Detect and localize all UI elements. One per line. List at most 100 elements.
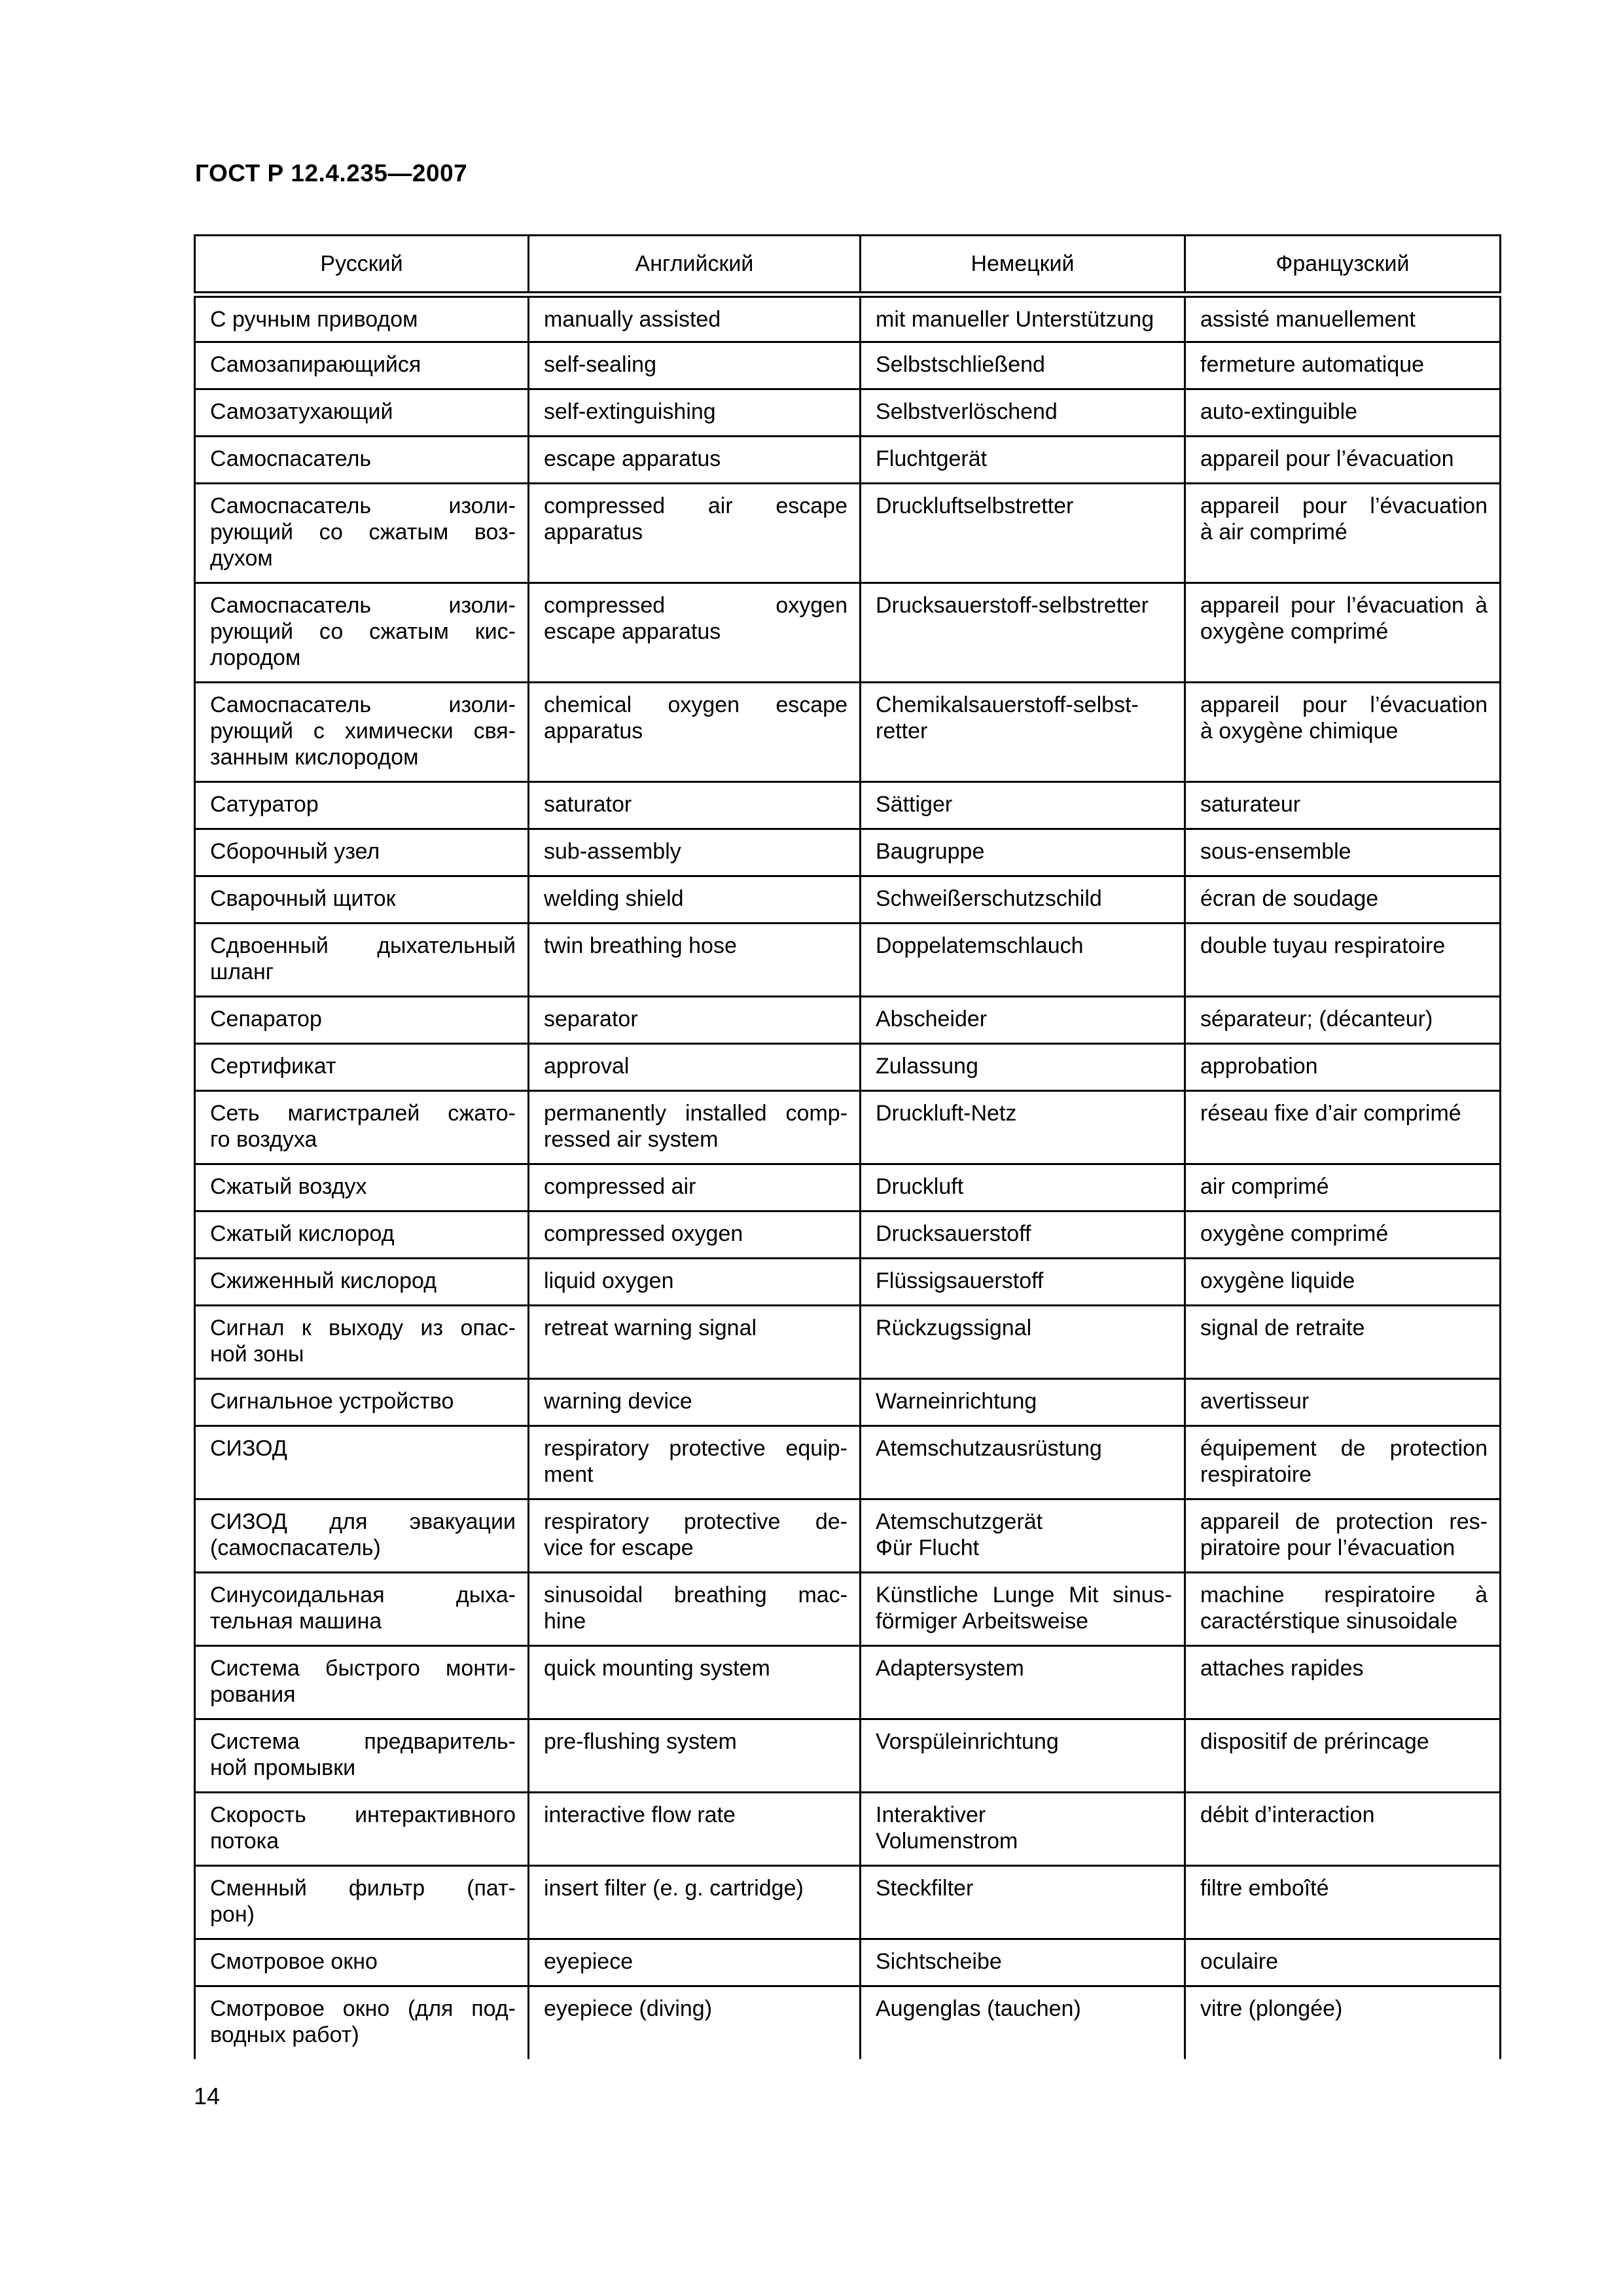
term-line: Сертификат	[210, 1053, 336, 1079]
term-french: air comprimé	[1184, 1162, 1501, 1212]
term-line: Drucksauerstoff-selbstretter	[876, 592, 1149, 618]
term-line: écran de soudage	[1200, 886, 1379, 911]
term-german: Drucksauerstoff	[859, 1210, 1186, 1259]
term-line: eyepiece	[544, 1948, 633, 1974]
term-german: Augenglas (tauchen)	[859, 1984, 1186, 2059]
term-line: Фür Flucht	[876, 1535, 980, 1560]
term-english: compressed air escape apparatus	[527, 482, 861, 584]
term-line: mit manueller Unterstützung	[876, 307, 1154, 332]
term-line: Adaptersystem	[876, 1655, 1024, 1681]
term-line: respiratoire	[1200, 1462, 1312, 1487]
term-line: Самоспасатель изоли-	[210, 692, 516, 717]
term-line: débit d’interaction	[1200, 1802, 1375, 1827]
term-line: Сжатый воздух	[210, 1174, 367, 1199]
term-russian: Система предваритель-ной промывки	[194, 1717, 529, 1793]
term-english: saturator	[527, 780, 861, 830]
table-row: Сменный фильтр (пат-рон) insert filter (e…	[194, 1864, 1501, 1940]
term-french: réseau fixe d’air comprimé	[1184, 1089, 1501, 1165]
term-line: Doppelatemschlauch	[876, 933, 1084, 958]
term-line: vice for escape	[544, 1535, 694, 1560]
term-english: eyepiece (diving)	[527, 1984, 861, 2059]
term-line: appareil pour l’évacuation	[1200, 493, 1488, 518]
term-line: Сдвоенный дыхательный	[210, 933, 516, 958]
term-english: welding shield	[527, 874, 861, 924]
term-russian: Система быстрого монти-рования	[194, 1644, 529, 1720]
term-line: СИЗОД для эвакуации	[210, 1509, 516, 1534]
term-english: chemical oxygen escape apparatus	[527, 681, 861, 783]
term-line: respiratory protective de-	[544, 1509, 847, 1534]
term-german: Steckfilter	[859, 1864, 1186, 1940]
term-english: compressed oxygen	[527, 1210, 861, 1259]
term-english: compressed oxygen escape apparatus	[527, 581, 861, 683]
table-body: С ручным приводом manually assisted mit ma…	[194, 293, 1501, 2059]
term-line: permanently installed comp-	[544, 1100, 847, 1126]
term-russian: Сатуратор	[194, 780, 529, 830]
term-line: insert filter (e. g. cartridge)	[544, 1875, 804, 1901]
term-line: рон)	[210, 1901, 255, 1927]
term-line: réseau fixe d’air comprimé	[1200, 1100, 1461, 1126]
table-row: Сжиженный кислород liquid oxygen Flüssigsa…	[194, 1257, 1501, 1306]
term-line: ной зоны	[210, 1341, 304, 1367]
table-header-row: Русский Английский Немецкий Французский	[194, 234, 1501, 298]
term-line: (самоспасатель)	[210, 1535, 381, 1560]
term-german: Künstliche Lunge Mit sinus-förmiger Arbe…	[859, 1571, 1186, 1647]
table-row: Самоспасатель изоли-рующий со сжатым кис…	[194, 581, 1501, 683]
term-english: sinusoidal breathing mac-hine	[527, 1571, 861, 1647]
term-line: ment	[544, 1462, 594, 1487]
term-line: respiratory protective equip-	[544, 1435, 847, 1461]
term-german: Sichtscheibe	[859, 1937, 1186, 1987]
term-line: retreat warning signal	[544, 1315, 757, 1340]
term-line: assisté manuellement	[1200, 307, 1416, 332]
term-line: Система быстрого монти-	[210, 1655, 516, 1681]
term-line: Смотровое окно	[210, 1948, 378, 1974]
term-line: compressed oxygen	[544, 1221, 743, 1246]
term-line: self-sealing	[544, 351, 656, 377]
term-french: attaches rapides	[1184, 1644, 1501, 1720]
term-english: respiratory protective equip-ment	[527, 1424, 861, 1500]
term-russian: Самоспасатель изоли-рующий со сжатым кис…	[194, 581, 529, 683]
term-line: oxygène comprimé	[1200, 1221, 1389, 1246]
term-line: liquid oxygen	[544, 1268, 674, 1293]
term-line: attaches rapides	[1200, 1655, 1364, 1681]
term-french: écran de soudage	[1184, 874, 1501, 924]
term-line: рующий со сжатым воз-	[210, 519, 516, 545]
term-english: separator	[527, 995, 861, 1045]
term-line: équipement de protection	[1200, 1435, 1488, 1461]
table-row: Сдвоенный дыхательный шланг twin breathing…	[194, 922, 1501, 997]
term-french: débit d’interaction	[1184, 1791, 1501, 1867]
term-english: compressed air	[527, 1162, 861, 1212]
term-english: quick mounting system	[527, 1644, 861, 1720]
term-line: водных работ)	[210, 2022, 359, 2047]
term-line: Atemschutzgerät	[876, 1509, 1043, 1534]
term-line: dispositif de prérincage	[1200, 1729, 1429, 1754]
term-line: compressed air escape	[544, 493, 847, 518]
term-line: Schweißerschutzschild	[876, 886, 1102, 911]
term-line: Druckluftselbstretter	[876, 493, 1074, 518]
term-german: Druckluft	[859, 1162, 1186, 1212]
term-german: Rückzugssignal	[859, 1304, 1186, 1380]
term-line: рования	[210, 1681, 296, 1707]
term-english: approval	[527, 1042, 861, 1092]
term-russian: Сборочный узел	[194, 827, 529, 877]
term-line: ressed air system	[544, 1126, 719, 1152]
term-english: self-sealing	[527, 340, 861, 390]
term-line: oxygène liquide	[1200, 1268, 1355, 1293]
term-russian: Сжиженный кислород	[194, 1257, 529, 1306]
term-line: Сборочный узел	[210, 838, 380, 864]
term-french: signal de retraite	[1184, 1304, 1501, 1380]
term-line: à air comprimé	[1200, 519, 1347, 545]
term-line: avertisseur	[1200, 1388, 1310, 1414]
term-line: Chemikalsauerstoff-selbst-	[876, 692, 1139, 717]
term-line: Atemschutzausrüstung	[876, 1435, 1102, 1461]
term-line: manually assisted	[544, 307, 721, 332]
term-line: sous-ensemble	[1200, 838, 1351, 864]
term-line: Interaktiver	[876, 1802, 986, 1827]
term-line: fermeture automatique	[1200, 351, 1425, 377]
term-german: Atemschutzausrüstung	[859, 1424, 1186, 1500]
term-french: appareil pour l’évacuation à oxygène comp…	[1184, 581, 1501, 683]
column-header-german: Немецкий	[859, 234, 1186, 298]
term-line: тельная машина	[210, 1608, 382, 1634]
column-header-french: Французский	[1184, 234, 1501, 298]
term-french: séparateur; (décanteur)	[1184, 995, 1501, 1045]
term-line: Скорость интерактивного	[210, 1802, 516, 1827]
